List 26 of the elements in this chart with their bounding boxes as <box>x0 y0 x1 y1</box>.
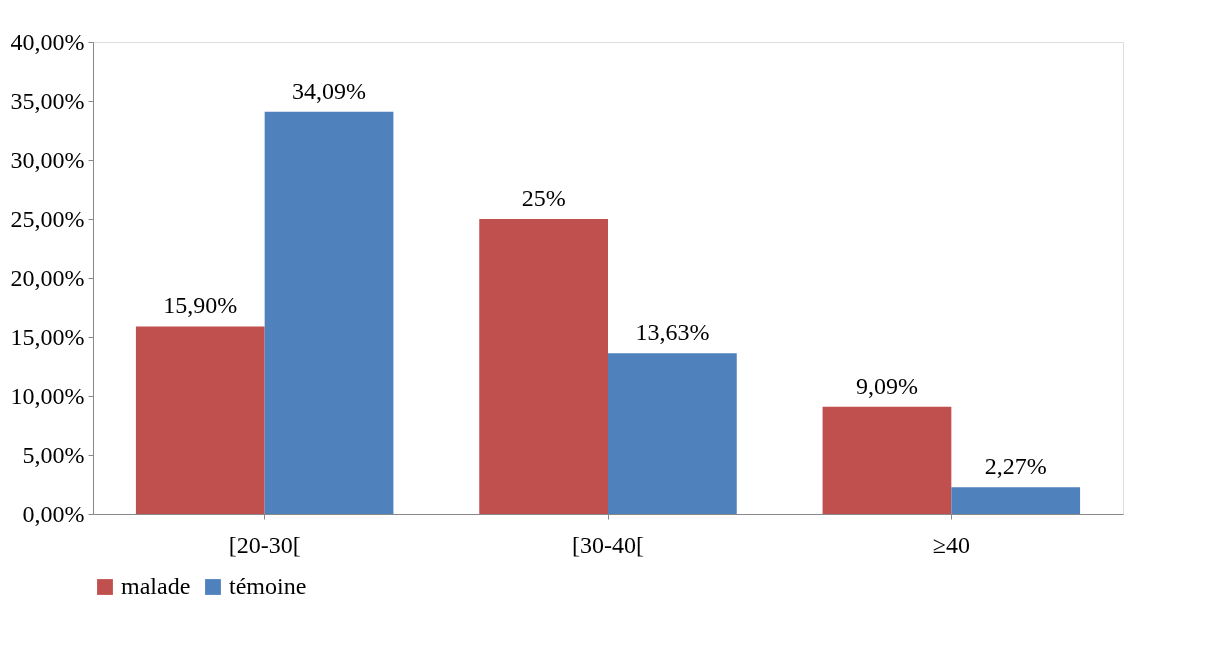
bar <box>264 111 394 514</box>
y-tick-label: 0,00% <box>22 500 85 527</box>
x-tick-label: [30-40[ <box>572 531 644 558</box>
x-tick-label: ≥40 <box>932 531 970 558</box>
bar <box>479 219 608 514</box>
data-label: 2,27% <box>984 453 1047 480</box>
y-tick-label: 35,00% <box>10 87 85 114</box>
data-label: 25% <box>521 185 566 211</box>
bar <box>951 487 1081 514</box>
bar <box>822 406 952 514</box>
bar <box>608 353 737 514</box>
y-tick-label: 15,00% <box>10 323 85 350</box>
y-tick-label: 10,00% <box>10 382 85 409</box>
y-tick-label: 5,00% <box>22 441 85 468</box>
y-tick-label: 25,00% <box>10 205 85 232</box>
x-tick-label: [20-30[ <box>228 531 301 558</box>
data-label: 34,09% <box>292 77 367 104</box>
y-tick-label: 20,00% <box>10 264 85 291</box>
data-label: 9,09% <box>855 372 918 399</box>
bar <box>135 326 265 514</box>
y-tick-label: 40,00% <box>10 28 85 55</box>
legend-label: témoine <box>229 573 307 599</box>
legend-label: malade <box>121 573 191 599</box>
y-tick-label: 30,00% <box>10 146 85 173</box>
data-label: 13,63% <box>635 319 710 346</box>
data-label: 15,90% <box>163 292 238 319</box>
